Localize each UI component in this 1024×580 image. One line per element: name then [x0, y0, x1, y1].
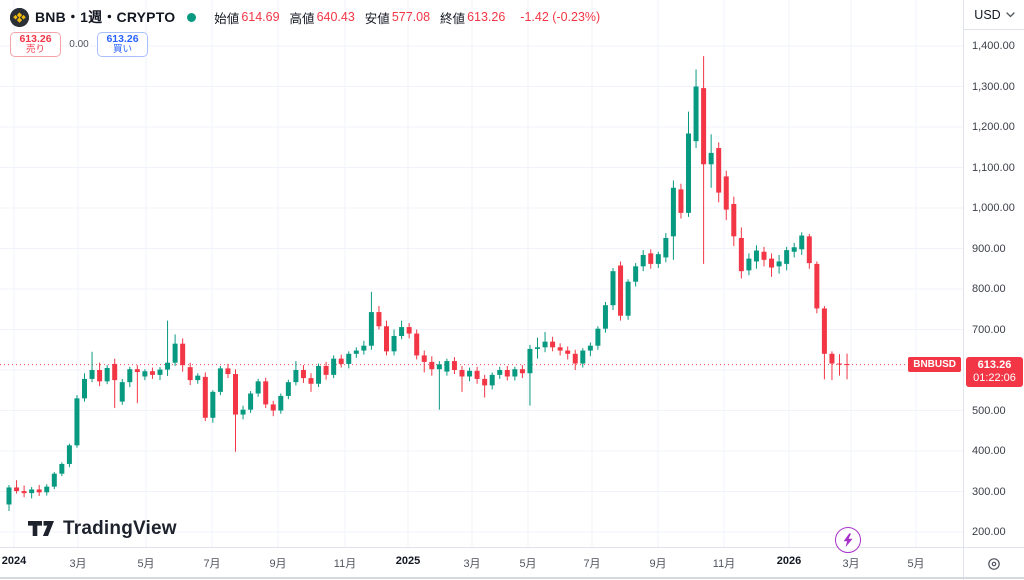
symbol-title[interactable]: BNB・1週・CRYPTO	[35, 9, 176, 25]
price-axis[interactable]: USD 1,400.00 1,300.00 1,200.00 1,100.00 1,00…	[963, 0, 1024, 547]
price-tick: 400.00	[972, 445, 1006, 457]
time-tick: 3月	[842, 558, 860, 570]
time-tick: 3月	[69, 558, 87, 570]
time-tick: 2026	[776, 555, 802, 567]
current-price: 613.26	[977, 358, 1012, 371]
time-tick: 11月	[333, 558, 357, 570]
chart-plot-area[interactable]: BNBUSD	[0, 0, 963, 547]
time-tick: 5月	[907, 558, 925, 570]
price-tick: 700.00	[972, 323, 1006, 336]
low-label: 安値	[364, 11, 390, 26]
tradingview-logo-text: TradingView	[63, 518, 177, 539]
sell-price: 613.26	[19, 33, 52, 45]
close-label: 終値	[440, 11, 466, 26]
time-tick: 2025	[395, 555, 421, 567]
price-tick: 1,000.00	[972, 202, 1015, 214]
sell-label: 売り	[25, 44, 45, 56]
time-tick: 5月	[519, 558, 537, 570]
time-tick: 9月	[649, 558, 667, 570]
spread-value: 0.00	[69, 39, 89, 50]
window-bottom-edge	[0, 577, 1024, 579]
price-tick: 200.00	[972, 526, 1006, 538]
chevron-down-icon	[1006, 11, 1015, 17]
time-tick: 3月	[463, 558, 481, 570]
high-value: 640.43	[316, 10, 355, 24]
time-tick: 7月	[203, 558, 221, 570]
time-tick: 5月	[137, 558, 155, 570]
time-tick: 2024	[1, 555, 27, 567]
price-tick: 800.00	[972, 283, 1006, 295]
current-price-badge: 613.26 01:22:06	[966, 356, 1023, 387]
time-axis[interactable]: 2024 3月 5月 7月 9月 11月 2025 3月 5月 7月 9月 11月 2026 3月 5月	[0, 547, 1024, 580]
ohlc-values: 始値 614.69 高値 640.43 安値 577.08 終値 613.26	[206, 8, 505, 27]
time-tick: 11月	[712, 558, 736, 570]
price-tick: 300.00	[972, 485, 1006, 498]
time-tick: 7月	[583, 558, 601, 570]
buy-label: 買い	[112, 44, 132, 56]
price-tick: 1,200.00	[972, 121, 1015, 133]
lightning-bolt-icon	[843, 533, 853, 547]
buy-price: 613.26	[106, 33, 139, 45]
high-label: 高値	[289, 11, 315, 26]
currency-toggle[interactable]: USD	[964, 0, 1024, 30]
currency-label: USD	[974, 7, 1001, 22]
close-value: 613.26	[467, 10, 506, 24]
price-line-symbol-tag: BNBUSD	[908, 357, 961, 373]
open-value: 614.69	[241, 10, 280, 24]
low-value: 577.08	[391, 10, 431, 24]
trade-panel: 613.26 売り 0.00 613.26 買い	[10, 32, 148, 57]
price-tick: 1,100.00	[972, 161, 1015, 174]
price-tick: 1,300.00	[972, 80, 1015, 93]
tradingview-logo[interactable]: TradingView	[28, 518, 177, 540]
time-tick: 9月	[269, 558, 287, 570]
buy-button[interactable]: 613.26 買い	[97, 32, 148, 57]
market-status-dot	[187, 12, 197, 22]
price-tick: 900.00	[972, 242, 1006, 255]
open-label: 始値	[214, 11, 240, 26]
bar-countdown: 01:22:06	[973, 371, 1016, 384]
instant-trading-marker[interactable]	[835, 527, 861, 553]
timescale-settings-button[interactable]	[963, 548, 1024, 580]
bnb-coin-icon	[10, 7, 29, 27]
tradingview-logo-icon	[28, 521, 54, 536]
gear-icon	[988, 558, 1000, 570]
price-tick: 500.00	[972, 404, 1006, 417]
candlestick-chart	[0, 0, 963, 547]
price-tick: 1,400.00	[972, 40, 1015, 52]
sell-button[interactable]: 613.26 売り	[10, 32, 61, 57]
symbol-legend: BNB・1週・CRYPTO 始値 614.69 高値 640.43 安値 577…	[10, 7, 600, 27]
change-value: -1.42 (-0.23%)	[520, 10, 601, 24]
